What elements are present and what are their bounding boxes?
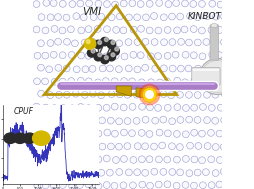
Text: KINBOT: KINBOT	[187, 12, 221, 21]
Circle shape	[111, 53, 114, 57]
Circle shape	[98, 53, 101, 57]
Circle shape	[98, 41, 101, 44]
Circle shape	[14, 133, 26, 143]
Circle shape	[104, 38, 108, 42]
Circle shape	[87, 49, 95, 57]
Circle shape	[199, 59, 234, 94]
Circle shape	[94, 53, 102, 61]
Circle shape	[100, 37, 108, 46]
Point	[147, 92, 151, 95]
Circle shape	[33, 131, 50, 145]
Circle shape	[86, 40, 90, 43]
Circle shape	[111, 41, 114, 44]
Circle shape	[23, 133, 36, 143]
FancyBboxPatch shape	[191, 68, 219, 85]
Point	[147, 92, 151, 95]
Circle shape	[100, 55, 108, 64]
Circle shape	[94, 40, 102, 49]
Point	[147, 92, 151, 95]
Circle shape	[104, 56, 108, 60]
Text: VMI: VMI	[82, 7, 101, 17]
Circle shape	[107, 40, 115, 49]
Polygon shape	[116, 86, 131, 96]
Circle shape	[107, 53, 115, 61]
Circle shape	[114, 47, 118, 51]
Circle shape	[4, 133, 17, 143]
Point	[147, 92, 151, 95]
FancyBboxPatch shape	[209, 25, 218, 60]
Circle shape	[111, 47, 119, 55]
Circle shape	[91, 49, 95, 53]
Polygon shape	[135, 88, 149, 99]
Ellipse shape	[210, 24, 217, 27]
Text: CPUF: CPUF	[14, 107, 34, 116]
Circle shape	[84, 38, 95, 50]
